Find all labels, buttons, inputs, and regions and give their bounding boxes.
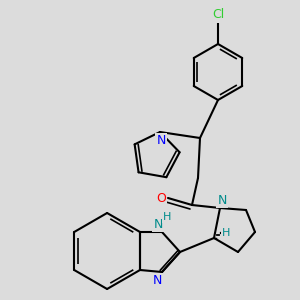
Text: N: N bbox=[153, 218, 163, 230]
Text: O: O bbox=[156, 191, 166, 205]
Text: N: N bbox=[156, 134, 166, 146]
Text: H: H bbox=[163, 212, 171, 222]
Text: H: H bbox=[222, 228, 230, 238]
Text: N: N bbox=[217, 194, 227, 206]
Text: N: N bbox=[152, 274, 162, 286]
Text: Cl: Cl bbox=[212, 8, 224, 22]
